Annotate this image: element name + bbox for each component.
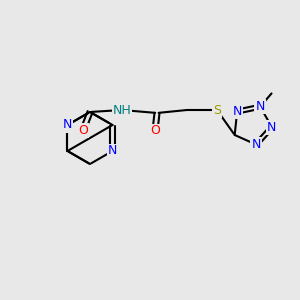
Text: N: N	[251, 138, 261, 151]
Text: N: N	[255, 100, 265, 113]
Text: N: N	[63, 118, 72, 131]
Text: S: S	[213, 103, 221, 116]
Text: O: O	[150, 124, 160, 137]
Text: N: N	[232, 105, 242, 118]
Text: N: N	[108, 145, 117, 158]
Text: O: O	[78, 124, 88, 136]
Text: NH: NH	[112, 103, 131, 116]
Text: N: N	[267, 121, 277, 134]
